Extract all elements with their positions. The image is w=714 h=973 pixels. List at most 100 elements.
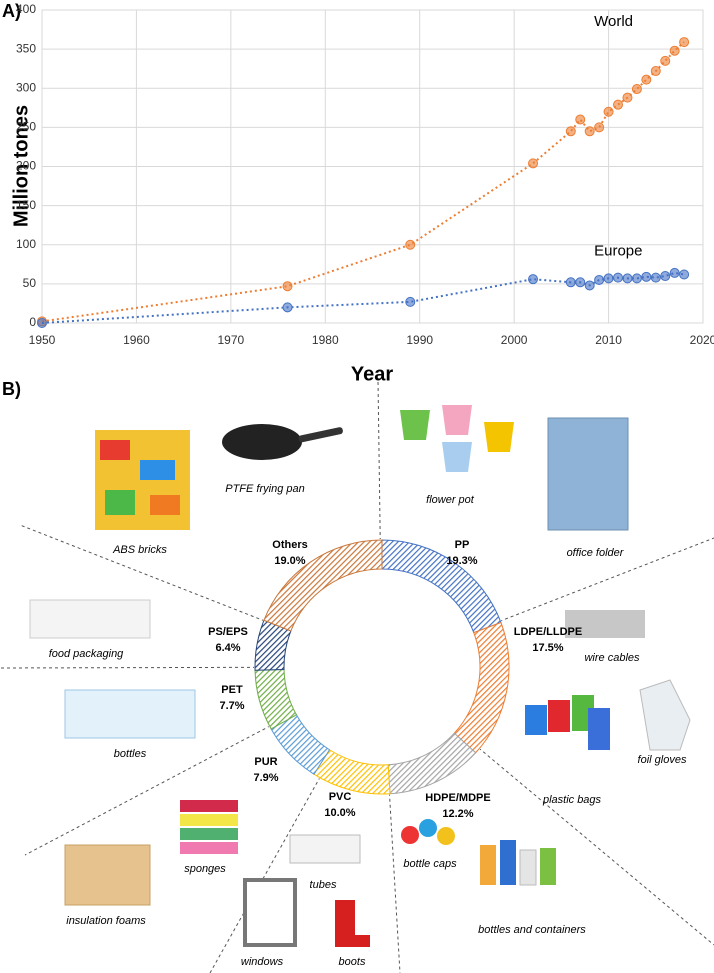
divider xyxy=(209,666,383,973)
data-point xyxy=(603,106,614,117)
data-point xyxy=(641,74,652,85)
data-point xyxy=(679,269,690,280)
x-tick-label: 1970 xyxy=(218,333,245,347)
pan-handle xyxy=(298,427,343,443)
example-caption: bottles and containers xyxy=(478,924,586,936)
y-tick-label: 200 xyxy=(16,159,36,173)
pot-icon xyxy=(400,410,430,440)
window-icon xyxy=(243,878,297,947)
data-point xyxy=(528,158,539,169)
y-tick-label: 400 xyxy=(16,2,36,16)
example-caption: bottles xyxy=(114,748,147,760)
series-label: World xyxy=(594,13,633,30)
foam-icon xyxy=(64,844,151,906)
example-caption: tubes xyxy=(310,879,337,891)
data-point xyxy=(660,55,671,66)
data-point xyxy=(575,277,586,288)
panel-label: A) xyxy=(2,1,21,21)
bottle-icon xyxy=(540,848,556,885)
brick xyxy=(105,490,135,515)
example-caption: insulation foams xyxy=(66,915,146,927)
bottle-icon xyxy=(519,849,537,886)
example-caption: food packaging xyxy=(49,648,124,660)
data-point xyxy=(660,271,671,282)
example-caption: windows xyxy=(241,956,284,968)
pan-icon xyxy=(222,424,302,460)
series-label: Europe xyxy=(594,242,642,259)
segment-category: PUR xyxy=(254,756,277,768)
example-caption: PTFE frying pan xyxy=(225,483,304,495)
segment-value: 7.9% xyxy=(253,772,278,784)
data-point xyxy=(631,84,642,95)
brick xyxy=(100,440,130,460)
bag-icon xyxy=(525,705,547,735)
example-caption: boots xyxy=(339,956,366,968)
data-point xyxy=(282,302,293,313)
tube-icon xyxy=(289,834,361,864)
segment-value: 19.3% xyxy=(446,555,477,567)
example-caption: wire cables xyxy=(584,652,640,664)
cap-icon xyxy=(419,819,437,837)
x-tick-label: 1960 xyxy=(123,333,150,347)
bottles-icon xyxy=(64,689,196,739)
product-icons xyxy=(29,405,691,947)
y-axis-title: Million tones xyxy=(10,105,32,227)
y-tick-label: 350 xyxy=(16,41,36,55)
data-point xyxy=(641,271,652,282)
data-point xyxy=(669,267,680,278)
food-packaging-icon xyxy=(29,599,151,639)
pot-icon xyxy=(484,422,514,452)
segment-value: 17.5% xyxy=(532,642,563,654)
donut-segment xyxy=(263,539,383,632)
example-caption: plastic bags xyxy=(542,794,602,806)
sponge-icon xyxy=(180,842,238,854)
x-tick-label: 2000 xyxy=(501,333,528,347)
sponge-icon xyxy=(180,800,238,812)
data-point xyxy=(631,273,642,284)
segment-category: PVC xyxy=(329,791,352,803)
segment-value: 12.2% xyxy=(442,808,473,820)
data-point xyxy=(603,273,614,284)
bag-icon xyxy=(588,708,610,750)
example-caption: foil gloves xyxy=(638,754,687,766)
y-tick-label: 50 xyxy=(23,276,37,290)
example-caption: office folder xyxy=(567,547,625,559)
y-tick-label: 150 xyxy=(16,198,36,212)
bottle-icon xyxy=(500,840,516,885)
y-tick-label: 0 xyxy=(29,315,36,329)
y-tick-label: 100 xyxy=(16,237,36,251)
data-point xyxy=(405,296,416,307)
bag-icon xyxy=(548,700,570,732)
x-tick-label: 2020 xyxy=(690,333,714,347)
data-point xyxy=(565,277,576,288)
donut-backdrop xyxy=(254,539,510,795)
brick xyxy=(140,460,175,480)
example-caption: ABS bricks xyxy=(112,544,167,556)
x-axis-title: Year xyxy=(351,363,393,385)
data-point xyxy=(565,126,576,137)
data-point xyxy=(622,273,633,284)
cable-icon xyxy=(565,610,645,638)
segment-category: PET xyxy=(221,684,243,696)
example-caption: sponges xyxy=(184,863,226,875)
pot-icon xyxy=(442,442,472,472)
segment-category: LDPE/LLDPE xyxy=(514,626,582,638)
segment-value: 19.0% xyxy=(274,555,305,567)
data-point xyxy=(594,122,605,133)
sponge-icon xyxy=(180,814,238,826)
data-point xyxy=(650,66,661,77)
data-point xyxy=(594,274,605,285)
boot-icon xyxy=(335,900,370,947)
segment-value: 10.0% xyxy=(324,807,355,819)
divider xyxy=(0,666,383,669)
example-caption: bottle caps xyxy=(403,858,457,870)
data-point xyxy=(584,126,595,137)
data-point xyxy=(669,45,680,56)
segment-category: PP xyxy=(455,539,470,551)
segment-category: PS/EPS xyxy=(208,626,248,638)
glove-icon xyxy=(639,679,691,751)
folder-icon xyxy=(547,417,629,531)
brick xyxy=(150,495,180,515)
data-point xyxy=(613,99,624,110)
